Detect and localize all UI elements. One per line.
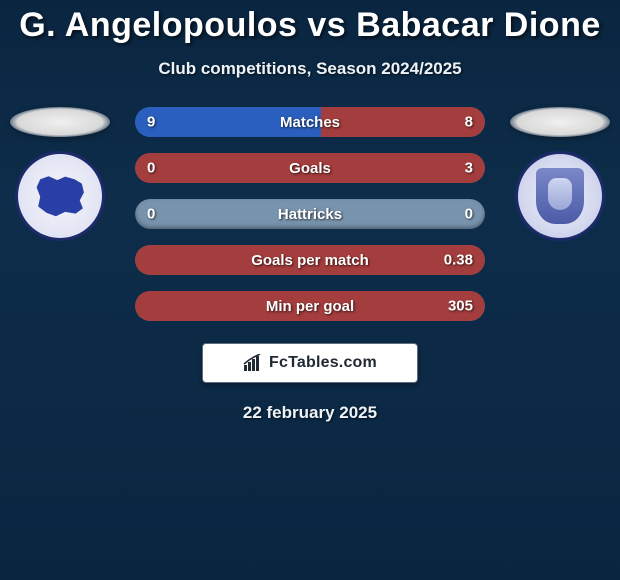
stat-left-value: 0 [147, 206, 155, 223]
date-label: 22 february 2025 [0, 403, 620, 423]
stat-right-value: 3 [465, 160, 473, 177]
stat-right-value: 0.38 [444, 252, 473, 269]
stat-label: Hattricks [278, 206, 342, 223]
stat-right-value: 305 [448, 298, 473, 315]
stat-right-value: 0 [465, 206, 473, 223]
stat-label: Goals [289, 160, 331, 177]
stat-row: 9 8 Matches [135, 107, 485, 137]
stat-left-value: 9 [147, 114, 155, 131]
player-right-halo [510, 107, 610, 137]
page-subtitle: Club competitions, Season 2024/2025 [0, 59, 620, 79]
club-badge-right-shape [536, 168, 584, 224]
stat-bars: 9 8 Matches 0 3 Goals 0 0 Hattricks 0.38 Goals per… [135, 107, 485, 321]
player-left-column [10, 107, 110, 241]
club-badge-left [15, 151, 105, 241]
stat-row: 0 3 Goals [135, 153, 485, 183]
comparison-panel: 9 8 Matches 0 3 Goals 0 0 Hattricks 0.38 Goals per… [0, 107, 620, 423]
stat-left-value: 0 [147, 160, 155, 177]
stat-label: Goals per match [251, 252, 369, 269]
brand-badge[interactable]: FcTables.com [202, 343, 418, 383]
brand-text: FcTables.com [269, 354, 377, 372]
club-badge-left-shape [34, 174, 86, 218]
player-right-column [510, 107, 610, 241]
brand-chart-icon [243, 354, 263, 372]
club-badge-right [515, 151, 605, 241]
stat-row: 0.38 Goals per match [135, 245, 485, 275]
stat-row: 0 0 Hattricks [135, 199, 485, 229]
stat-label: Matches [280, 114, 340, 131]
stat-label: Min per goal [266, 298, 354, 315]
stat-row: 305 Min per goal [135, 291, 485, 321]
stat-right-value: 8 [465, 114, 473, 131]
page-title: G. Angelopoulos vs Babacar Dione [0, 0, 620, 45]
player-left-halo [10, 107, 110, 137]
